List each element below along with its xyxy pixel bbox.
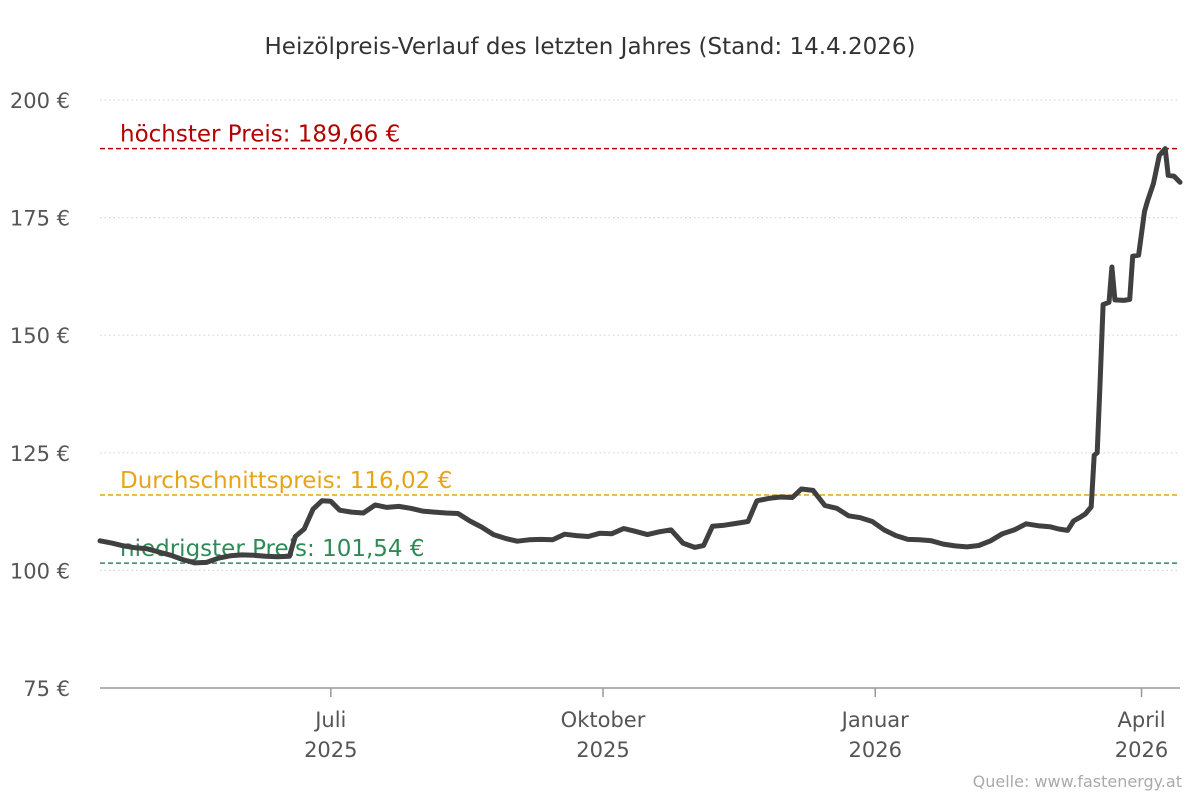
series-layer (97, 146, 1183, 566)
series-line (97, 146, 1183, 566)
reference-lines-layer: höchster Preis: 189,66 € Durchschnittspre… (100, 122, 1180, 564)
x-tick-year-label: 2025 (576, 738, 629, 762)
y-tick-label: 175 € (10, 207, 70, 231)
source-note: Quelle: www.fastenergy.at (972, 772, 1182, 791)
y-tick-label: 200 € (10, 89, 70, 113)
y-tick-label: 125 € (10, 442, 70, 466)
x-tick-label: April (1118, 708, 1166, 732)
x-tick-label: Januar (840, 708, 910, 732)
axis-layer: 75 € 100 € 125 € 150 € 175 € 200 € Juli 2025 Okt… (10, 89, 1180, 762)
x-tick-label: Juli (313, 708, 346, 732)
x-tick-year-label: 2025 (304, 738, 357, 762)
x-tick-year-label: 2026 (849, 738, 902, 762)
y-tick-label: 150 € (10, 324, 70, 348)
reference-line-label: Durchschnittspreis: 116,02 € (120, 468, 452, 494)
y-tick-label: 100 € (10, 559, 70, 583)
x-tick-year-label: 2026 (1115, 738, 1168, 762)
reference-line-label: höchster Preis: 189,66 € (120, 122, 400, 148)
chart-title: Heizölpreis-Verlauf des letzten Jahres (… (264, 34, 916, 60)
y-tick-label: 75 € (23, 677, 70, 701)
grid-layer (100, 99, 1180, 572)
x-tick-label: Oktober (561, 708, 646, 732)
